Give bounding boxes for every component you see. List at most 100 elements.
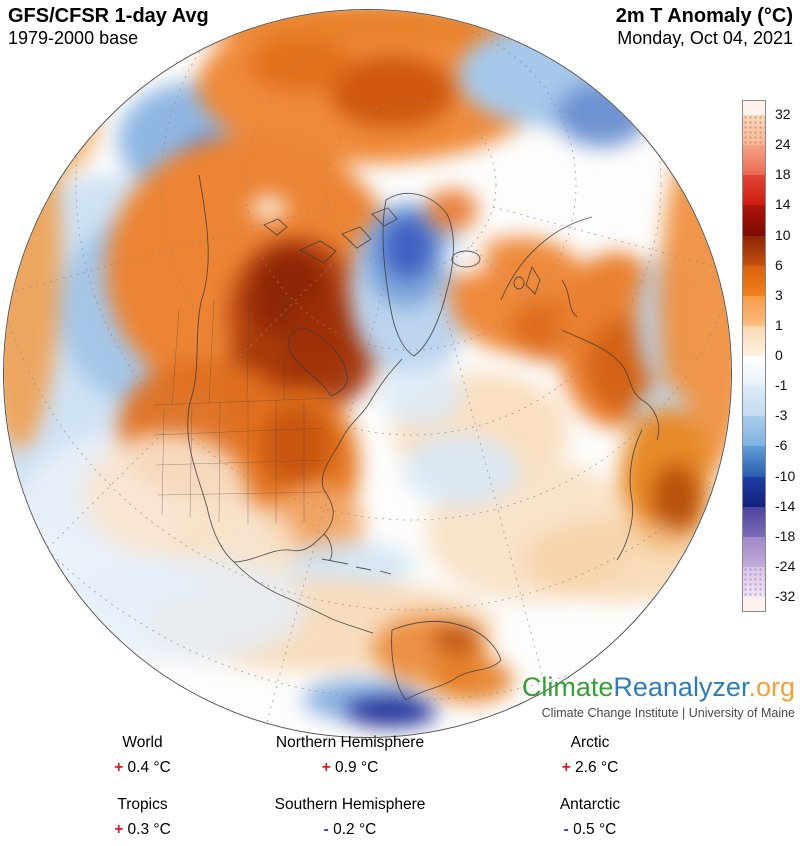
- state-borders: [153, 294, 335, 524]
- product-title: GFS/CFSR 1-day Avg: [8, 5, 209, 27]
- region-labrador-sea-cool: [379, 364, 463, 426]
- colorbar-cell-10-to-14: [743, 205, 765, 236]
- stat-label: Northern Hemisphere: [275, 734, 425, 751]
- region-southwest-pale-cool: [56, 558, 306, 662]
- colorbar-cell-14-to-18: [743, 175, 765, 206]
- colorbar-tick-6: 6: [775, 256, 783, 273]
- colorbar-tick-14: 14: [775, 196, 791, 213]
- region-greenland-cool-core: [383, 216, 433, 278]
- stat-sign: +: [114, 759, 124, 776]
- stat-sign: -: [323, 821, 329, 838]
- stat-label: Arctic: [570, 734, 610, 751]
- colorbar-tick-18: 18: [775, 166, 791, 183]
- graticule-lines: [4, 10, 731, 727]
- colorbar-cell-3-to-6: [743, 265, 765, 296]
- region-caribbean-cool: [278, 542, 414, 588]
- colorbar-cell--32-to--24: [743, 566, 765, 598]
- stat-value: + 0.9 °C: [321, 759, 379, 776]
- stat-label: Antarctic: [559, 796, 621, 813]
- stat-arctic: Arctic + 2.6 °C: [475, 733, 705, 778]
- stat-value: + 0.4 °C: [114, 759, 171, 776]
- region-samerica-warm-core: [433, 625, 479, 655]
- colorbar-tick--32: -32: [775, 588, 796, 604]
- stat-sign: +: [321, 759, 331, 776]
- colorbar-tick-0: 0: [775, 347, 783, 363]
- stat-northern-hemisphere: Northern Hemisphere + 0.9 °C: [225, 733, 475, 778]
- colorbar-cell-below--32: [743, 597, 765, 611]
- colorbar-cell--14-to--10: [743, 476, 765, 507]
- stat-world: World + 0.4 °C: [60, 733, 225, 778]
- colorbar-tick--3: -3: [775, 407, 788, 424]
- brand-word-reanalyzer: Reanalyzer: [613, 672, 749, 702]
- colorbar-tick-labels: 32 24 18 14 10 6 3 1 0 -1 -3 -6 -10 -14 -18 -24 -32: [775, 100, 800, 610]
- stat-value: - 0.5 °C: [563, 821, 617, 838]
- colorbar-tick--6: -6: [775, 437, 788, 454]
- stat-sign: +: [561, 759, 571, 776]
- colorbar-cell--1-to-0: [743, 356, 765, 387]
- region-greenland-east-warm: [426, 189, 478, 231]
- variable-title: 2m T Anomaly (°C): [615, 5, 793, 27]
- region-us-east-core: [260, 403, 332, 487]
- branding-link[interactable]: ClimateReanalyzer.org: [522, 672, 795, 703]
- region-west-limb-warm-upper: [4, 60, 99, 180]
- region-top-limb-warm: [152, 10, 572, 42]
- stat-label: Tropics: [117, 796, 168, 813]
- region-east-arctic-cool-core: [556, 83, 648, 147]
- colorbar-tick-10: 10: [775, 226, 791, 243]
- region-foxe-pale: [251, 196, 287, 220]
- colorbar-cell-above-32: [743, 101, 765, 115]
- colorbar-scale: [742, 100, 766, 612]
- colorbar-cell--10-to--6: [743, 446, 765, 477]
- stat-value: + 2.6 °C: [561, 759, 619, 776]
- branding-block: ClimateReanalyzer.org Climate Change Ins…: [522, 672, 795, 720]
- colorbar-cell-1-to-3: [743, 295, 765, 326]
- colorbar-cell-6-to-10: [743, 235, 765, 266]
- baseline-subtitle: 1979-2000 base: [8, 28, 139, 48]
- anomaly-stats: World + 0.4 °C Northern Hemisphere + 0.9 °C…: [60, 733, 705, 840]
- colorbar-tick--24: -24: [775, 557, 796, 574]
- colorbar-tick--18: -18: [775, 527, 796, 544]
- colorbar-cell-0-to-1: [743, 325, 765, 356]
- region-europe-warm-core: [588, 319, 654, 411]
- region-andes-cold-core: [345, 697, 437, 727]
- date-subtitle: Monday, Oct 04, 2021: [617, 28, 793, 48]
- brand-word-climate: Climate: [521, 672, 614, 702]
- branding-subtitle: Climate Change Institute | University of…: [541, 706, 795, 720]
- region-brazil-warm: [429, 657, 513, 703]
- globe-map: [3, 9, 732, 738]
- colorbar-tick-32: 32: [775, 106, 791, 122]
- colorbar-cell--6-to--3: [743, 416, 765, 447]
- temperature-anomaly-field: [4, 10, 731, 727]
- region-iceland-pale: [443, 244, 489, 276]
- coastlines: [187, 174, 660, 701]
- colorbar-cell--3-to--1: [743, 386, 765, 417]
- header-right: 2m T Anomaly (°C) Monday, Oct 04, 2021: [616, 4, 793, 50]
- colorbar-cell-24-to-32: [743, 115, 765, 146]
- stat-sign: +: [114, 821, 124, 838]
- stat-label: Southern Hemisphere: [274, 796, 426, 813]
- region-siberia-warm-core: [330, 56, 454, 128]
- region-atlantic-cool-patch: [403, 434, 519, 506]
- stat-tropics: Tropics + 0.3 °C: [60, 795, 225, 840]
- region-siberia-warm-core2: [250, 39, 354, 91]
- region-africa-warm-core: [653, 464, 699, 536]
- region-southeast-limb-pale: [524, 518, 714, 602]
- colorbar-cell-18-to-24: [743, 145, 765, 176]
- colorbar-tick-24: 24: [775, 136, 791, 153]
- brand-word-org: .org: [748, 672, 795, 702]
- stat-value: - 0.2 °C: [323, 821, 377, 838]
- colorbar-cell--18-to--14: [743, 506, 765, 537]
- header-left: GFS/CFSR 1-day Avg 1979-2000 base: [8, 4, 209, 50]
- colorbar-tick-1: 1: [775, 316, 783, 333]
- stat-label: World: [122, 734, 163, 751]
- colorbar-cell--24-to--18: [743, 536, 765, 567]
- stat-value: + 0.3 °C: [114, 821, 171, 838]
- stat-southern-hemisphere: Southern Hemisphere - 0.2 °C: [225, 795, 475, 840]
- colorbar-tick--14: -14: [775, 497, 796, 514]
- colorbar-tick--10: -10: [775, 467, 796, 484]
- colorbar-tick--1: -1: [775, 377, 788, 394]
- stat-sign: -: [563, 821, 569, 838]
- colorbar-tick-3: 3: [775, 286, 783, 303]
- colorbar: 32 24 18 14 10 6 3 1 0 -1 -3 -6 -10 -14 -18 -24 -32: [742, 100, 800, 612]
